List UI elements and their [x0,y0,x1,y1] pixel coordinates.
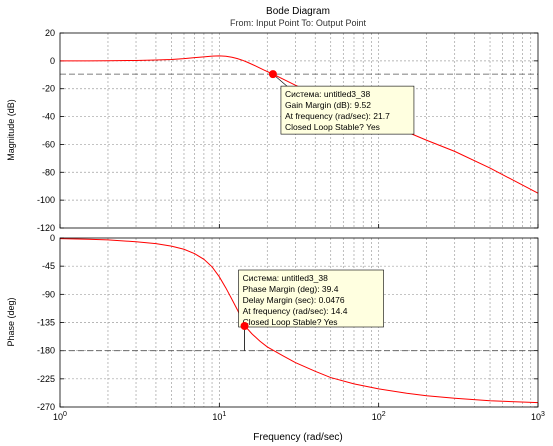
y-tick-label: -40 [42,112,55,122]
datatip-line: Phase Margin (deg): 39.4 [243,284,339,294]
y-tick-label: -20 [42,84,55,94]
y-tick-label: -100 [37,195,55,205]
figure-title: Bode Diagram [266,6,330,17]
y-tick-label: -90 [42,289,55,299]
datatip-box [280,85,415,135]
datatip-line: Closed Loop Stable? Yes [285,122,380,132]
x-tick-label: 100 [53,411,67,422]
datatip-line: Delay Margin (sec): 0.0476 [243,295,345,305]
y-tick-label: -180 [37,346,55,356]
y-tick-label: -120 [37,223,55,233]
datatip-line: Gain Margin (dB): 9.52 [285,100,371,110]
y-tick-label: 0 [50,233,55,243]
datatip-line: Система: untitled3_38 [285,89,371,99]
axes-frame [59,237,539,408]
datatip-line: At frequency (rad/sec): 21.7 [285,111,390,121]
margin-marker [240,322,249,331]
y-tick-label: -60 [42,139,55,149]
figure-subtitle: From: Input Point To: Output Point [230,18,366,28]
y-tick-label: -135 [37,318,55,328]
magnitude-plot: 20 0 -20 -40 -60 -80 -100 -120 Magnitude (dB) Сис… [6,28,539,233]
axes-frame [59,32,539,229]
margin-marker [268,70,277,79]
x-tick-label: 103 [531,411,545,422]
y-tick-label: 20 [45,28,55,38]
datatip-line: Closed Loop Stable? Yes [243,317,338,327]
y-tick-label: -45 [42,261,55,271]
y-axis-label: Magnitude (dB) [6,99,16,161]
datatip-box [238,269,384,328]
y-tick-label: -80 [42,167,55,177]
datatip-line: At frequency (rad/sec): 14.4 [243,306,348,316]
x-axis-label: Frequency (rad/sec) [253,432,342,443]
x-tick-label: 102 [372,411,386,422]
y-tick-label: -225 [37,374,55,384]
datatip-line: Система: untitled3_38 [243,273,329,283]
y-tick-label: 0 [50,56,55,66]
x-tick-label: 101 [212,411,226,422]
y-tick-label: -270 [37,402,55,412]
y-axis-label: Phase (deg) [6,297,16,346]
